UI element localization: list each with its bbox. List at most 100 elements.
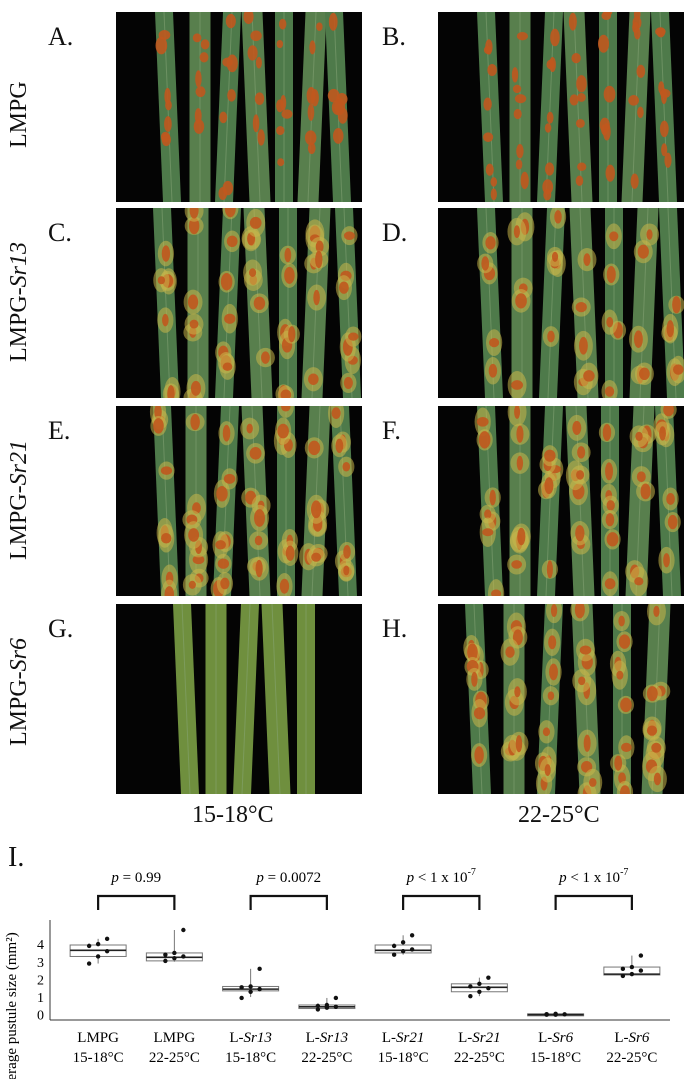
data-point xyxy=(86,961,92,966)
x-category-label: L-Sr6 xyxy=(538,1030,574,1046)
leaf-photo-h xyxy=(438,604,684,794)
x-category-label: L-Sr13 xyxy=(229,1030,272,1046)
leaf xyxy=(570,604,603,794)
data-point xyxy=(172,956,177,961)
x-category-temp: 15-18°C xyxy=(378,1050,429,1066)
data-point xyxy=(181,954,186,959)
data-point xyxy=(620,973,626,979)
panel-label-a: A. xyxy=(48,22,74,51)
x-category-temp: 22-25°C xyxy=(301,1050,352,1066)
leaf-photo-a xyxy=(116,12,362,202)
data-point xyxy=(391,943,397,949)
data-point xyxy=(104,948,110,954)
data-point xyxy=(486,986,491,991)
leaf xyxy=(233,604,259,794)
leaf xyxy=(563,12,593,202)
leaf xyxy=(625,406,657,596)
x-category-label: L-Sr13 xyxy=(306,1030,349,1046)
panel-label-h: H. xyxy=(382,614,408,643)
leaf xyxy=(598,12,617,202)
leaf xyxy=(241,208,275,398)
leaf xyxy=(507,208,535,398)
y-tick-label: 1 xyxy=(37,991,44,1006)
data-point xyxy=(257,966,262,972)
x-category-temp: 22-25°C xyxy=(606,1050,657,1066)
leaf xyxy=(173,604,199,794)
leaf xyxy=(609,604,635,794)
leaf xyxy=(215,12,241,202)
data-point xyxy=(248,989,253,994)
box-7 xyxy=(603,953,661,979)
leaf xyxy=(275,208,300,398)
data-point xyxy=(163,952,168,957)
row-label-lmpg-sr6: LMPG-Sr6 xyxy=(6,637,32,746)
leaf xyxy=(205,604,227,794)
data-point xyxy=(629,971,635,977)
leaf-photo-b xyxy=(438,12,684,202)
leaf-photo-d xyxy=(438,208,684,398)
data-point xyxy=(468,993,473,999)
leaf xyxy=(507,406,531,596)
leaf xyxy=(651,12,677,202)
comparison-2: p < 1 x 10-7 xyxy=(402,867,481,910)
leaf xyxy=(659,208,684,398)
panel-label-f: F. xyxy=(382,416,401,445)
data-point xyxy=(95,954,101,959)
leaf xyxy=(537,406,564,596)
data-point xyxy=(324,1002,330,1008)
box-2 xyxy=(222,966,280,1001)
x-category-label: LMPG xyxy=(77,1030,119,1046)
row-label-lmpg: LMPG xyxy=(6,81,32,148)
leaf xyxy=(628,208,659,398)
x-category-label: LMPG xyxy=(154,1030,196,1046)
data-point xyxy=(638,953,644,958)
panel-label-d: D. xyxy=(382,218,408,247)
leaf xyxy=(189,12,211,202)
leaf-photo-g xyxy=(116,604,362,794)
leaf xyxy=(182,406,209,596)
leaf xyxy=(215,208,241,398)
leaf xyxy=(183,208,209,398)
leaf xyxy=(153,208,181,398)
data-point xyxy=(181,927,186,933)
panel-label-e: E. xyxy=(48,416,71,445)
leaf xyxy=(149,406,179,596)
leaf xyxy=(325,12,351,202)
panel-label-i: I. xyxy=(8,842,25,873)
data-point xyxy=(391,952,397,957)
box-0 xyxy=(69,936,127,966)
comparison-0: p = 0.99 xyxy=(97,870,176,910)
data-point xyxy=(333,995,339,1001)
row-label-lmpg-sr21: LMPG-Sr21 xyxy=(6,439,32,560)
leaf xyxy=(297,12,327,202)
data-point xyxy=(620,966,626,972)
leaf xyxy=(261,604,291,794)
data-point xyxy=(172,950,177,956)
box-5 xyxy=(450,975,508,999)
temp-label-right: 22-25°C xyxy=(518,802,600,828)
data-point xyxy=(553,1011,558,1017)
data-point xyxy=(562,1012,567,1017)
box-4 xyxy=(374,933,432,957)
data-point xyxy=(486,975,491,980)
box-6 xyxy=(527,1011,585,1017)
x-category-temp: 15-18°C xyxy=(530,1050,581,1066)
panel-label-g: G. xyxy=(48,614,74,643)
data-point xyxy=(638,968,644,973)
data-point xyxy=(468,984,473,989)
temp-label-left: 15-18°C xyxy=(192,802,274,828)
leaf xyxy=(275,12,293,202)
data-point xyxy=(315,1007,321,1012)
leaf xyxy=(474,406,505,596)
x-category-temp: 15-18°C xyxy=(73,1050,124,1066)
data-point xyxy=(477,981,482,987)
leaf xyxy=(601,208,627,398)
p-value-label: p = 0.0072 xyxy=(255,870,321,886)
leaf xyxy=(241,12,271,202)
data-point xyxy=(409,947,415,952)
y-axis-label: Average pustule size (mm²) xyxy=(4,932,20,1079)
data-point xyxy=(544,1011,549,1017)
leaf xyxy=(155,12,181,202)
leaf xyxy=(500,604,529,794)
data-point xyxy=(315,1003,321,1009)
